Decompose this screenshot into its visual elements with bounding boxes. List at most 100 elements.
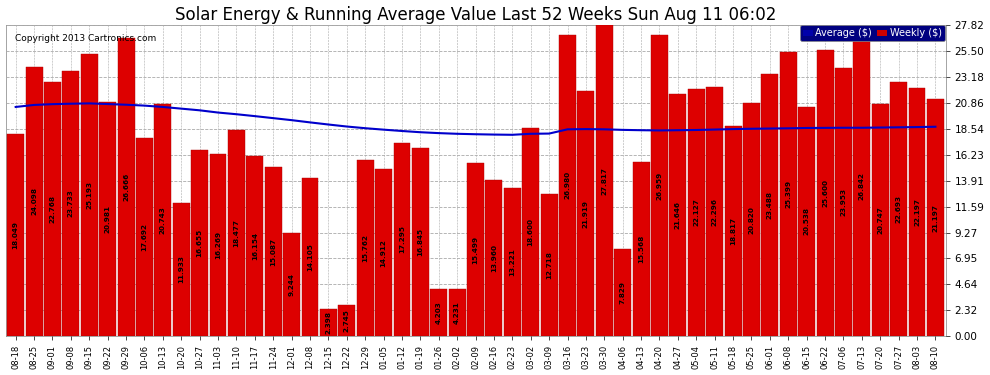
Bar bbox=[375, 170, 392, 336]
Bar bbox=[651, 35, 668, 336]
Bar bbox=[467, 163, 484, 336]
Bar bbox=[228, 130, 245, 336]
Bar bbox=[26, 67, 43, 336]
Bar bbox=[264, 168, 282, 336]
Bar bbox=[136, 138, 152, 336]
Bar bbox=[559, 34, 576, 336]
Bar bbox=[356, 160, 373, 336]
Bar bbox=[448, 289, 465, 336]
Title: Solar Energy & Running Average Value Last 52 Weeks Sun Aug 11 06:02: Solar Energy & Running Average Value Las… bbox=[175, 6, 776, 24]
Text: 21.919: 21.919 bbox=[583, 200, 589, 228]
Text: 16.655: 16.655 bbox=[197, 229, 203, 257]
Text: 4.231: 4.231 bbox=[454, 301, 460, 324]
Bar bbox=[909, 88, 926, 336]
Text: 20.747: 20.747 bbox=[877, 206, 883, 234]
Bar bbox=[523, 128, 540, 336]
Text: 2.398: 2.398 bbox=[326, 311, 332, 334]
Bar bbox=[173, 203, 190, 336]
Text: 26.980: 26.980 bbox=[564, 171, 570, 200]
Text: 17.692: 17.692 bbox=[142, 223, 148, 251]
Bar bbox=[927, 99, 943, 336]
Text: 9.244: 9.244 bbox=[289, 273, 295, 296]
Text: 23.953: 23.953 bbox=[841, 188, 846, 216]
Text: 25.399: 25.399 bbox=[785, 180, 791, 208]
Bar bbox=[154, 104, 171, 336]
Text: 26.842: 26.842 bbox=[859, 172, 865, 200]
Text: 14.912: 14.912 bbox=[380, 239, 386, 267]
Bar bbox=[44, 82, 61, 336]
Text: 13.221: 13.221 bbox=[509, 248, 516, 276]
Text: 20.538: 20.538 bbox=[804, 207, 810, 236]
Text: 16.154: 16.154 bbox=[251, 232, 257, 260]
Bar bbox=[320, 309, 337, 336]
Text: 15.087: 15.087 bbox=[270, 238, 276, 266]
Bar bbox=[669, 94, 686, 336]
Bar bbox=[541, 194, 557, 336]
Bar bbox=[118, 38, 135, 336]
Text: 25.193: 25.193 bbox=[86, 182, 92, 209]
Bar bbox=[485, 180, 502, 336]
Bar bbox=[412, 148, 429, 336]
Bar bbox=[577, 91, 594, 336]
Bar bbox=[835, 68, 852, 336]
Bar bbox=[706, 87, 723, 336]
Bar bbox=[210, 154, 227, 336]
Legend: Average ($), Weekly ($): Average ($), Weekly ($) bbox=[800, 26, 944, 41]
Text: 18.817: 18.817 bbox=[730, 217, 737, 245]
Text: 22.127: 22.127 bbox=[693, 199, 699, 226]
Bar bbox=[633, 162, 649, 336]
Text: 21.646: 21.646 bbox=[675, 201, 681, 229]
Text: 26.959: 26.959 bbox=[656, 171, 662, 200]
Text: 20.743: 20.743 bbox=[159, 206, 166, 234]
Text: 23.488: 23.488 bbox=[767, 191, 773, 219]
Bar bbox=[191, 150, 208, 336]
Bar bbox=[780, 52, 797, 336]
Text: 22.768: 22.768 bbox=[50, 195, 55, 223]
Bar bbox=[872, 104, 889, 336]
Text: 4.203: 4.203 bbox=[436, 301, 442, 324]
Text: 21.197: 21.197 bbox=[933, 204, 939, 232]
Text: 27.817: 27.817 bbox=[601, 167, 607, 195]
Text: 22.693: 22.693 bbox=[896, 195, 902, 223]
Text: 24.098: 24.098 bbox=[31, 188, 37, 216]
Text: 7.829: 7.829 bbox=[620, 281, 626, 304]
Bar bbox=[302, 178, 319, 336]
Text: 12.718: 12.718 bbox=[546, 251, 552, 279]
Text: 13.960: 13.960 bbox=[491, 244, 497, 272]
Bar bbox=[247, 156, 263, 336]
Text: 15.568: 15.568 bbox=[639, 235, 644, 263]
Bar bbox=[798, 106, 815, 336]
Text: 15.762: 15.762 bbox=[362, 234, 368, 262]
Text: 17.295: 17.295 bbox=[399, 225, 405, 254]
Bar bbox=[339, 306, 355, 336]
Bar bbox=[283, 233, 300, 336]
Text: 26.666: 26.666 bbox=[123, 173, 129, 201]
Bar bbox=[596, 25, 613, 336]
Text: 16.269: 16.269 bbox=[215, 231, 221, 259]
Bar bbox=[431, 289, 447, 336]
Bar bbox=[7, 134, 24, 336]
Bar bbox=[81, 54, 98, 336]
Text: Copyright 2013 Cartronics.com: Copyright 2013 Cartronics.com bbox=[15, 34, 156, 44]
Bar bbox=[688, 89, 705, 336]
Text: 18.049: 18.049 bbox=[13, 221, 19, 249]
Text: 20.981: 20.981 bbox=[105, 205, 111, 233]
Bar bbox=[817, 50, 834, 336]
Text: 15.499: 15.499 bbox=[472, 236, 478, 264]
Text: 25.600: 25.600 bbox=[822, 179, 828, 207]
Text: 2.745: 2.745 bbox=[344, 309, 349, 332]
Text: 22.197: 22.197 bbox=[914, 198, 920, 226]
Text: 18.600: 18.600 bbox=[528, 218, 534, 246]
Bar bbox=[725, 126, 742, 336]
Bar bbox=[761, 74, 778, 336]
Bar bbox=[890, 82, 907, 336]
Text: 11.933: 11.933 bbox=[178, 255, 184, 284]
Bar bbox=[614, 249, 632, 336]
Text: 14.105: 14.105 bbox=[307, 243, 313, 271]
Bar bbox=[743, 104, 760, 336]
Bar bbox=[393, 143, 411, 336]
Text: 23.733: 23.733 bbox=[68, 190, 74, 217]
Bar bbox=[853, 36, 870, 336]
Bar bbox=[504, 188, 521, 336]
Text: 22.296: 22.296 bbox=[712, 198, 718, 225]
